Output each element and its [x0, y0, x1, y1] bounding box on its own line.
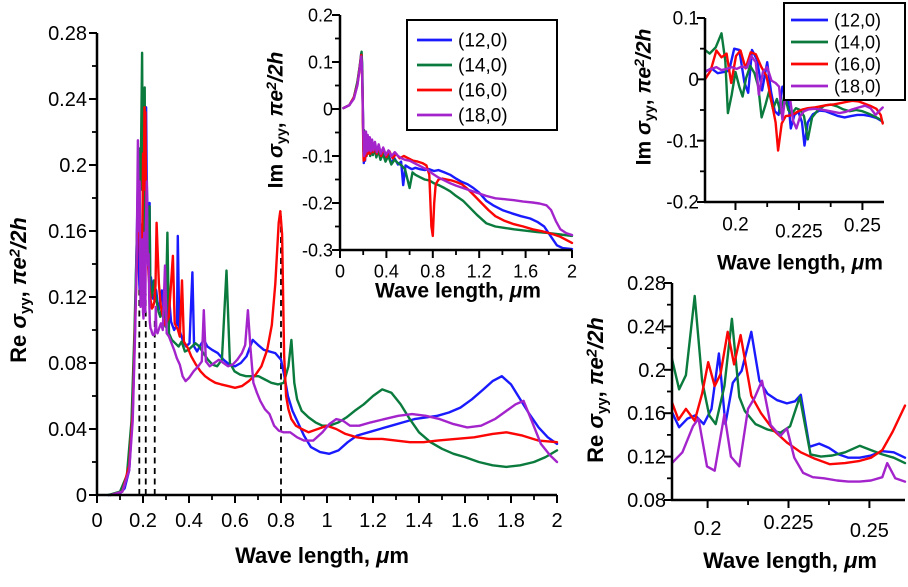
svg-text:0.2: 0.2 — [722, 215, 748, 236]
svg-text:0.2: 0.2 — [308, 5, 333, 25]
svg-text:0.1: 0.1 — [308, 52, 333, 72]
svg-text:2: 2 — [551, 510, 562, 532]
svg-text:-0.1: -0.1 — [302, 146, 333, 166]
svg-text:0: 0 — [688, 70, 699, 91]
svg-text:-0.1: -0.1 — [666, 131, 699, 152]
svg-text:0.4: 0.4 — [175, 510, 203, 532]
svg-text:1.8: 1.8 — [497, 510, 525, 532]
svg-text:-0.2: -0.2 — [666, 193, 699, 214]
svg-text:0.08: 0.08 — [627, 490, 666, 512]
svg-text:0.24: 0.24 — [627, 316, 666, 338]
svg-text:0.2: 0.2 — [694, 518, 722, 540]
svg-text:-0.2: -0.2 — [302, 193, 333, 213]
svg-text:0.04: 0.04 — [48, 419, 87, 441]
svg-text:0: 0 — [76, 485, 87, 507]
svg-text:2: 2 — [567, 261, 577, 281]
svg-text:(18,0): (18,0) — [458, 106, 508, 127]
svg-text:0.6: 0.6 — [221, 510, 249, 532]
inset-yaxis-title: Im σyy, πe2/2h — [263, 51, 290, 189]
svg-text:-0.3: -0.3 — [302, 240, 333, 260]
svg-text:0: 0 — [323, 99, 333, 119]
svg-text:0.4: 0.4 — [374, 261, 399, 281]
svg-text:1.2: 1.2 — [467, 261, 492, 281]
svg-text:(12,0): (12,0) — [834, 10, 881, 30]
svg-text:0.25: 0.25 — [844, 216, 881, 237]
svg-text:0.28: 0.28 — [627, 273, 666, 295]
svg-text:1.4: 1.4 — [405, 510, 433, 532]
svg-text:0.225: 0.225 — [763, 512, 813, 534]
svg-text:0.28: 0.28 — [48, 23, 87, 45]
svg-text:1: 1 — [321, 510, 332, 532]
svg-text:0.8: 0.8 — [267, 510, 295, 532]
main-yaxis-title: Re σyy, πe2/2h — [6, 217, 34, 363]
topright-xaxis-title: Wave length, μm — [717, 251, 883, 275]
svg-text:1.2: 1.2 — [359, 510, 387, 532]
svg-text:(16,0): (16,0) — [834, 54, 881, 74]
inset-xaxis-title: Wave length, μm — [375, 279, 541, 303]
svg-text:0: 0 — [91, 510, 102, 532]
svg-text:0.16: 0.16 — [48, 221, 87, 243]
svg-text:0.16: 0.16 — [627, 403, 666, 425]
bottomright-yaxis-title: Re σyy, πe2/2h — [583, 317, 611, 463]
svg-text:0.12: 0.12 — [627, 447, 666, 469]
svg-text:(12,0): (12,0) — [458, 31, 508, 52]
svg-text:0.2: 0.2 — [129, 510, 157, 532]
svg-text:(18,0): (18,0) — [834, 76, 881, 96]
bottomright-xaxis-title: Wave length, μm — [703, 548, 877, 573]
svg-text:(16,0): (16,0) — [458, 81, 508, 102]
main-xaxis-title: Wave length, μm — [235, 543, 409, 568]
svg-text:0.2: 0.2 — [59, 155, 87, 177]
svg-text:(14,0): (14,0) — [458, 56, 508, 77]
svg-text:0: 0 — [335, 261, 345, 281]
svg-text:0.08: 0.08 — [48, 353, 87, 375]
svg-text:0.2: 0.2 — [638, 360, 666, 382]
svg-text:1.6: 1.6 — [513, 261, 538, 281]
svg-text:(14,0): (14,0) — [834, 32, 881, 52]
svg-text:1.6: 1.6 — [451, 510, 479, 532]
svg-text:0.8: 0.8 — [420, 261, 445, 281]
svg-text:0.225: 0.225 — [775, 222, 823, 243]
svg-text:0.1: 0.1 — [673, 9, 699, 30]
svg-text:0.25: 0.25 — [850, 520, 889, 542]
svg-text:0.24: 0.24 — [48, 89, 87, 111]
svg-text:0.12: 0.12 — [48, 287, 87, 309]
topright-yaxis-title: Im σyy, πe2/2h — [631, 28, 658, 166]
